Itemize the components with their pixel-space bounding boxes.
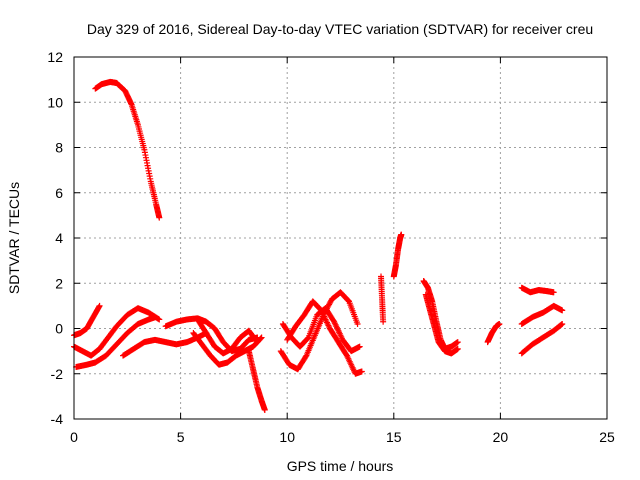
data-point: [152, 314, 159, 321]
series-arc-4: [73, 314, 159, 370]
y-tick-label: 8: [55, 140, 63, 156]
data-point: [261, 406, 268, 413]
data-point: [96, 302, 103, 309]
data-point: [354, 320, 361, 327]
series-arc-16: [422, 291, 461, 357]
series-arc-18: [518, 284, 557, 296]
y-tick-labels: -4 -2 0 2 4 6 8 10 12: [47, 49, 63, 427]
grid-lines: [74, 57, 607, 419]
data-points: [71, 78, 566, 413]
x-tick-labels: 0 5 10 15 20 25: [70, 429, 615, 445]
series-arc-8: [194, 316, 261, 357]
data-point: [398, 231, 405, 238]
y-tick-label: 2: [55, 275, 63, 291]
series-arc-20: [518, 320, 566, 357]
y-tick-label: 10: [47, 94, 63, 110]
x-tick-label: 20: [493, 429, 509, 445]
series-arc-12: [284, 298, 365, 377]
data-point: [496, 320, 503, 327]
data-point: [156, 214, 163, 221]
x-axis-label: GPS time / hours: [287, 458, 394, 474]
data-point: [358, 368, 365, 375]
data-point: [454, 345, 461, 352]
series-arc-19: [518, 302, 566, 327]
axis-ticks: [73, 56, 608, 420]
data-point: [380, 318, 387, 325]
series-arc-9: [245, 348, 268, 413]
x-tick-label: 0: [70, 429, 78, 445]
series-arc-17: [484, 320, 503, 346]
y-tick-label: -4: [51, 411, 64, 427]
series-arc-1: [92, 78, 163, 221]
y-tick-label: -2: [51, 366, 64, 382]
data-point: [258, 334, 265, 341]
data-point: [454, 339, 461, 346]
series-arc-2: [71, 302, 103, 339]
data-point: [254, 339, 261, 346]
y-axis-label: SDTVAR / TECUs: [6, 182, 22, 294]
x-tick-label: 5: [177, 429, 185, 445]
data-point: [257, 335, 264, 342]
data-point: [559, 307, 566, 314]
data-point: [356, 343, 363, 350]
y-tick-label: 0: [55, 321, 63, 337]
series-arc-14: [390, 231, 405, 280]
data-point: [550, 289, 557, 296]
y-tick-label: 4: [55, 230, 63, 246]
x-tick-label: 15: [386, 429, 402, 445]
data-point: [559, 320, 566, 327]
chart-title: Day 329 of 2016, Sidereal Day-to-day VTE…: [87, 21, 593, 37]
x-tick-label: 25: [599, 429, 615, 445]
y-tick-label: 6: [55, 185, 63, 201]
data-point: [253, 338, 260, 345]
y-tick-label: 12: [47, 49, 63, 65]
x-tick-label: 10: [279, 429, 295, 445]
series-arc-13: [378, 273, 387, 325]
data-point: [156, 316, 163, 323]
